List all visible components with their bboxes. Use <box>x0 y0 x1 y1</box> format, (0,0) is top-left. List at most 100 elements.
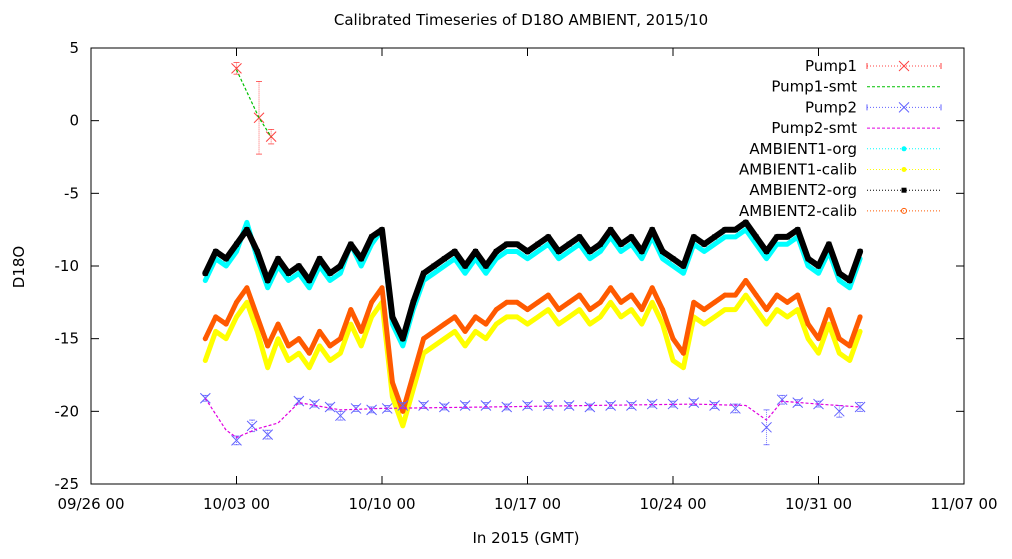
legend-item: Pump2-smt <box>771 119 941 137</box>
data-point <box>813 398 824 410</box>
data-point <box>847 343 853 349</box>
data-point <box>452 314 458 320</box>
data-point <box>833 405 845 417</box>
data-point <box>494 322 499 327</box>
data-point <box>587 256 592 261</box>
data-point <box>660 248 666 254</box>
data-point <box>202 336 208 342</box>
data-point <box>597 299 603 305</box>
data-point <box>307 365 312 370</box>
legend-marker <box>898 102 910 113</box>
data-point <box>743 293 748 298</box>
x-tick-label: 11/07 00 <box>930 495 997 513</box>
series-ambient2-org <box>202 219 864 342</box>
data-point <box>680 263 686 269</box>
data-point <box>514 241 520 247</box>
legend-item: AMBIENT1-calib <box>739 161 941 179</box>
legend-marker <box>898 60 910 72</box>
data-point <box>854 401 866 413</box>
data-point <box>410 299 416 305</box>
data-point <box>244 285 250 291</box>
data-point <box>650 300 655 305</box>
data-point <box>712 314 717 319</box>
data-point <box>774 292 780 298</box>
data-point <box>670 336 676 342</box>
data-point <box>317 343 322 348</box>
data-point <box>366 404 377 416</box>
legend-item: AMBIENT1-org <box>749 140 941 158</box>
data-point <box>556 307 562 313</box>
data-point <box>390 394 395 399</box>
y-axis-label: D18O <box>10 246 28 288</box>
legend-item: AMBIENT2-calib <box>739 202 941 220</box>
data-point <box>421 351 426 356</box>
series-ambient2-calib <box>202 278 863 414</box>
data-point <box>709 400 720 411</box>
data-point <box>566 299 572 305</box>
data-point <box>535 249 540 254</box>
data-point <box>262 429 274 440</box>
data-point <box>857 248 863 254</box>
data-point <box>306 278 312 284</box>
data-point <box>213 248 219 254</box>
series-pump2-smt <box>204 397 861 439</box>
series-line <box>235 69 272 138</box>
data-point <box>639 322 644 327</box>
data-point <box>265 365 270 370</box>
data-point <box>816 336 821 342</box>
data-point <box>244 300 249 305</box>
data-point <box>369 299 375 305</box>
data-point <box>795 292 801 298</box>
data-point <box>231 435 242 446</box>
data-point <box>691 299 697 305</box>
chart-title: Calibrated Timeseries of D18O AMBIENT, 2… <box>334 11 708 29</box>
data-point <box>348 307 354 313</box>
data-point <box>597 241 603 247</box>
data-point <box>350 403 362 414</box>
data-point <box>400 343 405 348</box>
data-point <box>701 241 707 247</box>
data-point <box>421 270 427 276</box>
data-point <box>234 314 239 319</box>
data-point <box>525 248 530 254</box>
data-point <box>504 249 509 254</box>
data-point <box>857 314 863 320</box>
data-point <box>275 321 281 327</box>
x-tick-label: 09/26 00 <box>57 495 124 513</box>
data-point <box>462 328 468 334</box>
data-point <box>618 241 624 247</box>
data-point <box>337 336 343 342</box>
data-point <box>608 300 613 305</box>
data-point <box>459 400 471 411</box>
data-point <box>317 256 323 262</box>
data-point <box>816 271 821 276</box>
data-point <box>317 328 323 334</box>
data-point <box>639 256 644 261</box>
data-point <box>525 256 530 261</box>
series-pump1 <box>231 62 277 155</box>
data-point <box>826 241 832 247</box>
legend-marker <box>901 167 907 172</box>
data-point <box>847 285 852 290</box>
data-point <box>774 307 779 312</box>
data-point <box>702 249 707 254</box>
data-point <box>265 278 271 284</box>
data-point <box>421 336 427 342</box>
data-point <box>535 314 540 319</box>
data-point <box>628 234 634 240</box>
y-tick-label: -10 <box>55 257 80 275</box>
y-tick-label: -5 <box>64 184 79 202</box>
data-point <box>712 234 718 240</box>
data-point <box>764 256 769 261</box>
data-point <box>784 299 790 305</box>
data-point <box>671 358 675 363</box>
data-point <box>836 336 842 342</box>
data-point <box>743 278 749 284</box>
data-point <box>712 242 717 247</box>
data-point <box>806 336 811 341</box>
data-point <box>504 241 510 247</box>
series-pump2 <box>199 392 866 446</box>
data-point <box>576 234 582 240</box>
legend: Pump1 Pump1-smt Pump2 Pump2-smt AMBIENT1-org… <box>739 57 942 220</box>
